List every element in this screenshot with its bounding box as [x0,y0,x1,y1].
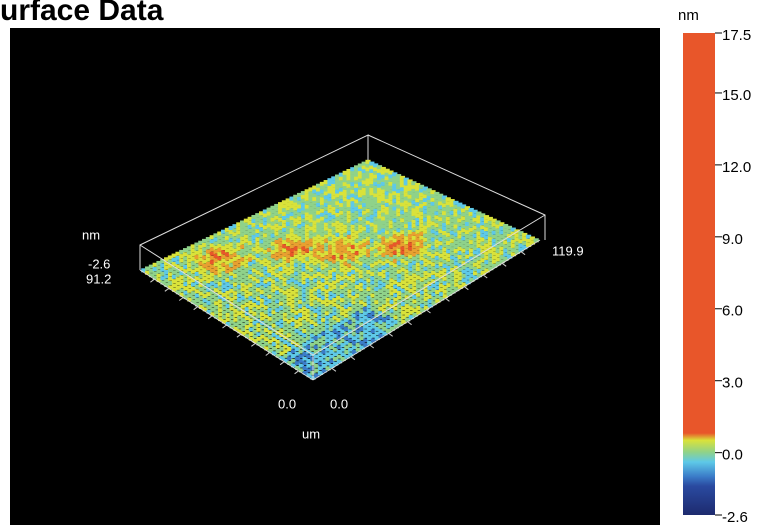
title: urface Data [0,0,164,27]
origin-label: 0.0 [330,396,348,411]
colorbar-tick-label: 17.5 [722,27,751,44]
colorbar [683,33,715,515]
y-label: 91.2 [86,271,111,286]
colorbar-tick-label: 15.0 [722,87,751,104]
colorbar-tick-label: 12.0 [722,159,751,176]
z-label: -2.6 [88,256,110,271]
origin-label: 0.0 [278,396,296,411]
colorbar-tick-label: 0.0 [722,447,743,464]
colorbar-unit: nm [678,7,699,24]
colorbar-tick-label: 9.0 [722,231,743,248]
xy-unit: um [302,426,320,441]
colorbar-ticks: 17.5 15.0 12.0 9.0 6.0 3.0 0.0 -2.6 [715,27,751,525]
z-unit: nm [82,227,100,242]
x-end-label: 119.9 [552,243,584,258]
colorbar-tick-label: -2.6 [722,509,748,525]
colorbar-tick-label: 6.0 [722,303,743,320]
page: urface Data nm -2.6 91.2 119.9 0.0 0.0 u… [0,0,770,525]
surface-viewer: urface Data nm -2.6 91.2 119.9 0.0 0.0 u… [0,0,770,525]
colorbar-tick-label: 3.0 [722,375,743,392]
